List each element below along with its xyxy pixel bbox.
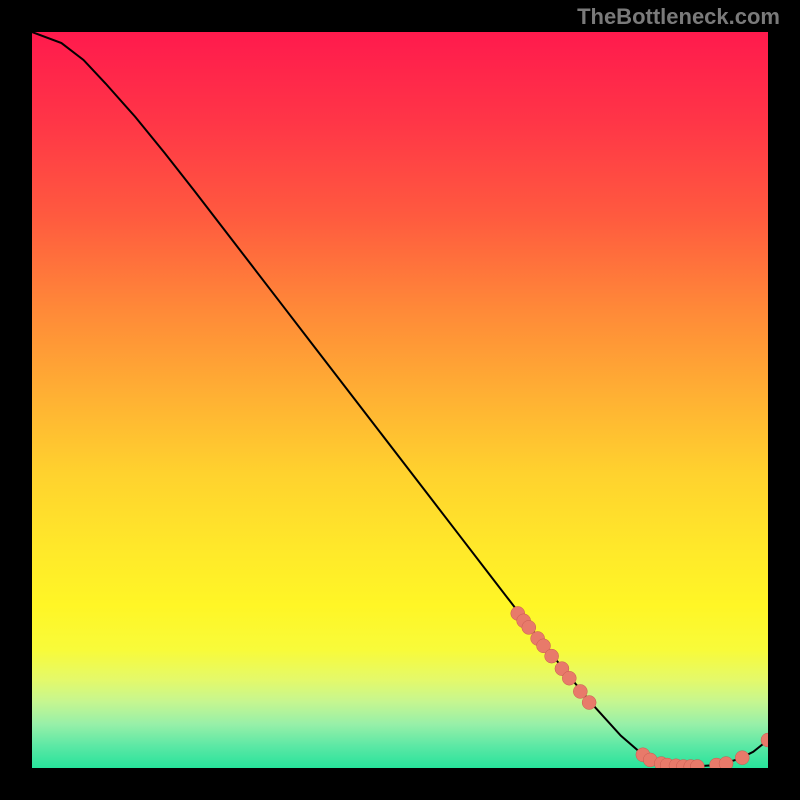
data-point [719,757,733,768]
data-point [735,751,749,765]
chart-svg [32,32,768,768]
data-point [545,649,559,663]
data-point [562,671,576,685]
data-point [582,696,596,710]
watermark-text: TheBottleneck.com [577,4,780,30]
chart-background [32,32,768,768]
data-point [522,620,536,634]
data-point [573,684,587,698]
chart-area [32,32,768,768]
